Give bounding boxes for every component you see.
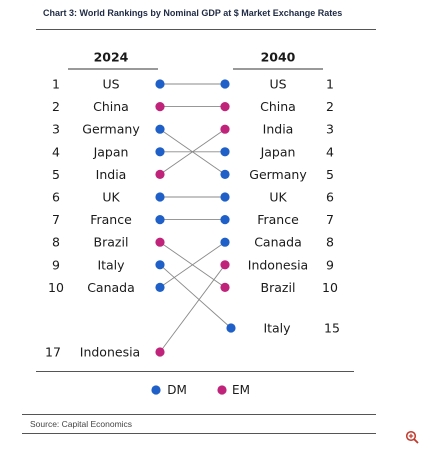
label-2040-indonesia: Indonesia	[248, 257, 308, 272]
rank-2040-china: 2	[326, 99, 334, 114]
rank-2040-india: 3	[326, 122, 334, 137]
label-2024-uk: UK	[102, 190, 120, 205]
dot-2040-indonesia	[220, 260, 230, 270]
legend-label-em: EM	[232, 383, 250, 397]
label-2040-china: China	[260, 99, 296, 114]
dot-2040-india	[220, 124, 230, 134]
dot-2040-china	[220, 102, 230, 112]
legend-dot-em	[217, 385, 227, 395]
chart-title: Chart 3: World Rankings by Nominal GDP a…	[43, 8, 343, 18]
rank-2040-uk: 6	[326, 190, 334, 205]
dot-2040-germany	[220, 169, 230, 179]
rank-2024-us: 1	[52, 77, 60, 92]
rank-2024-germany: 3	[52, 122, 60, 137]
rank-2040-italy: 15	[324, 321, 340, 336]
label-2040-us: US	[269, 77, 286, 92]
dot-2024-uk	[155, 192, 165, 202]
dot-2024-germany	[155, 124, 165, 134]
rank-2024-canada: 10	[48, 280, 64, 295]
dot-2040-japan	[220, 147, 230, 157]
dot-2024-us	[155, 79, 165, 89]
label-2040-india: India	[263, 122, 294, 137]
rank-2024-china: 2	[52, 99, 60, 114]
dot-2040-brazil	[220, 282, 230, 292]
dot-2024-indonesia	[155, 347, 165, 357]
rank-2040-indonesia: 9	[326, 257, 334, 272]
title-rule	[36, 29, 376, 30]
label-2024-italy: Italy	[97, 257, 125, 272]
connector-indonesia	[159, 264, 226, 353]
label-2040-france: France	[257, 212, 299, 227]
legend-bottom-rule	[22, 414, 376, 415]
dot-2040-italy	[226, 323, 236, 333]
dot-2040-canada	[220, 237, 230, 247]
label-2024-brazil: Brazil	[94, 235, 129, 250]
rank-2024-india: 5	[52, 167, 60, 182]
rank-2040-germany: 5	[326, 167, 334, 182]
label-2024-canada: Canada	[87, 280, 135, 295]
label-2040-brazil: Brazil	[261, 280, 296, 295]
label-2040-uk: UK	[269, 190, 287, 205]
connector-italy	[159, 264, 232, 329]
column-header-2024: 2024	[94, 50, 129, 65]
label-2024-indonesia: Indonesia	[80, 345, 140, 360]
dot-2024-india	[155, 169, 165, 179]
connector-india	[159, 128, 226, 175]
label-2024-china: China	[93, 99, 129, 114]
label-2024-us: US	[102, 77, 119, 92]
dot-2040-france	[220, 215, 230, 225]
label-2040-italy: Italy	[263, 321, 291, 336]
legend-label-dm: DM	[167, 383, 187, 397]
dot-2024-canada	[155, 282, 165, 292]
rank-2040-brazil: 10	[322, 280, 338, 295]
footer-rule	[22, 433, 376, 434]
dot-2024-china	[155, 102, 165, 112]
dot-2024-brazil	[155, 237, 165, 247]
legend-dot-dm	[151, 385, 161, 395]
zoom-in-icon[interactable]	[405, 430, 419, 444]
rank-2024-france: 7	[52, 212, 60, 227]
connector-canada	[159, 241, 226, 288]
label-2040-germany: Germany	[249, 167, 307, 182]
dot-2040-uk	[220, 192, 230, 202]
dot-2024-france	[155, 215, 165, 225]
rank-2040-us: 1	[326, 77, 334, 92]
rank-2024-italy: 9	[52, 257, 60, 272]
rank-2024-brazil: 8	[52, 235, 60, 250]
label-2024-india: India	[96, 167, 127, 182]
label-2040-japan: Japan	[260, 144, 296, 159]
label-2024-japan: Japan	[93, 144, 129, 159]
rank-2024-japan: 4	[52, 144, 60, 159]
rank-2040-canada: 8	[326, 235, 334, 250]
rank-2040-japan: 4	[326, 144, 334, 159]
dot-2040-us	[220, 79, 230, 89]
source-note: Source: Capital Economics	[30, 419, 133, 429]
dot-2024-japan	[155, 147, 165, 157]
dot-2024-italy	[155, 260, 165, 270]
rank-2024-uk: 6	[52, 190, 60, 205]
column-header-2040: 2040	[261, 50, 296, 65]
label-2024-france: France	[90, 212, 132, 227]
rank-2040-france: 7	[326, 212, 334, 227]
label-2040-canada: Canada	[254, 235, 302, 250]
chart-bottom-rule	[36, 371, 354, 372]
label-2024-germany: Germany	[82, 122, 140, 137]
rank-2024-indonesia: 17	[45, 345, 61, 360]
